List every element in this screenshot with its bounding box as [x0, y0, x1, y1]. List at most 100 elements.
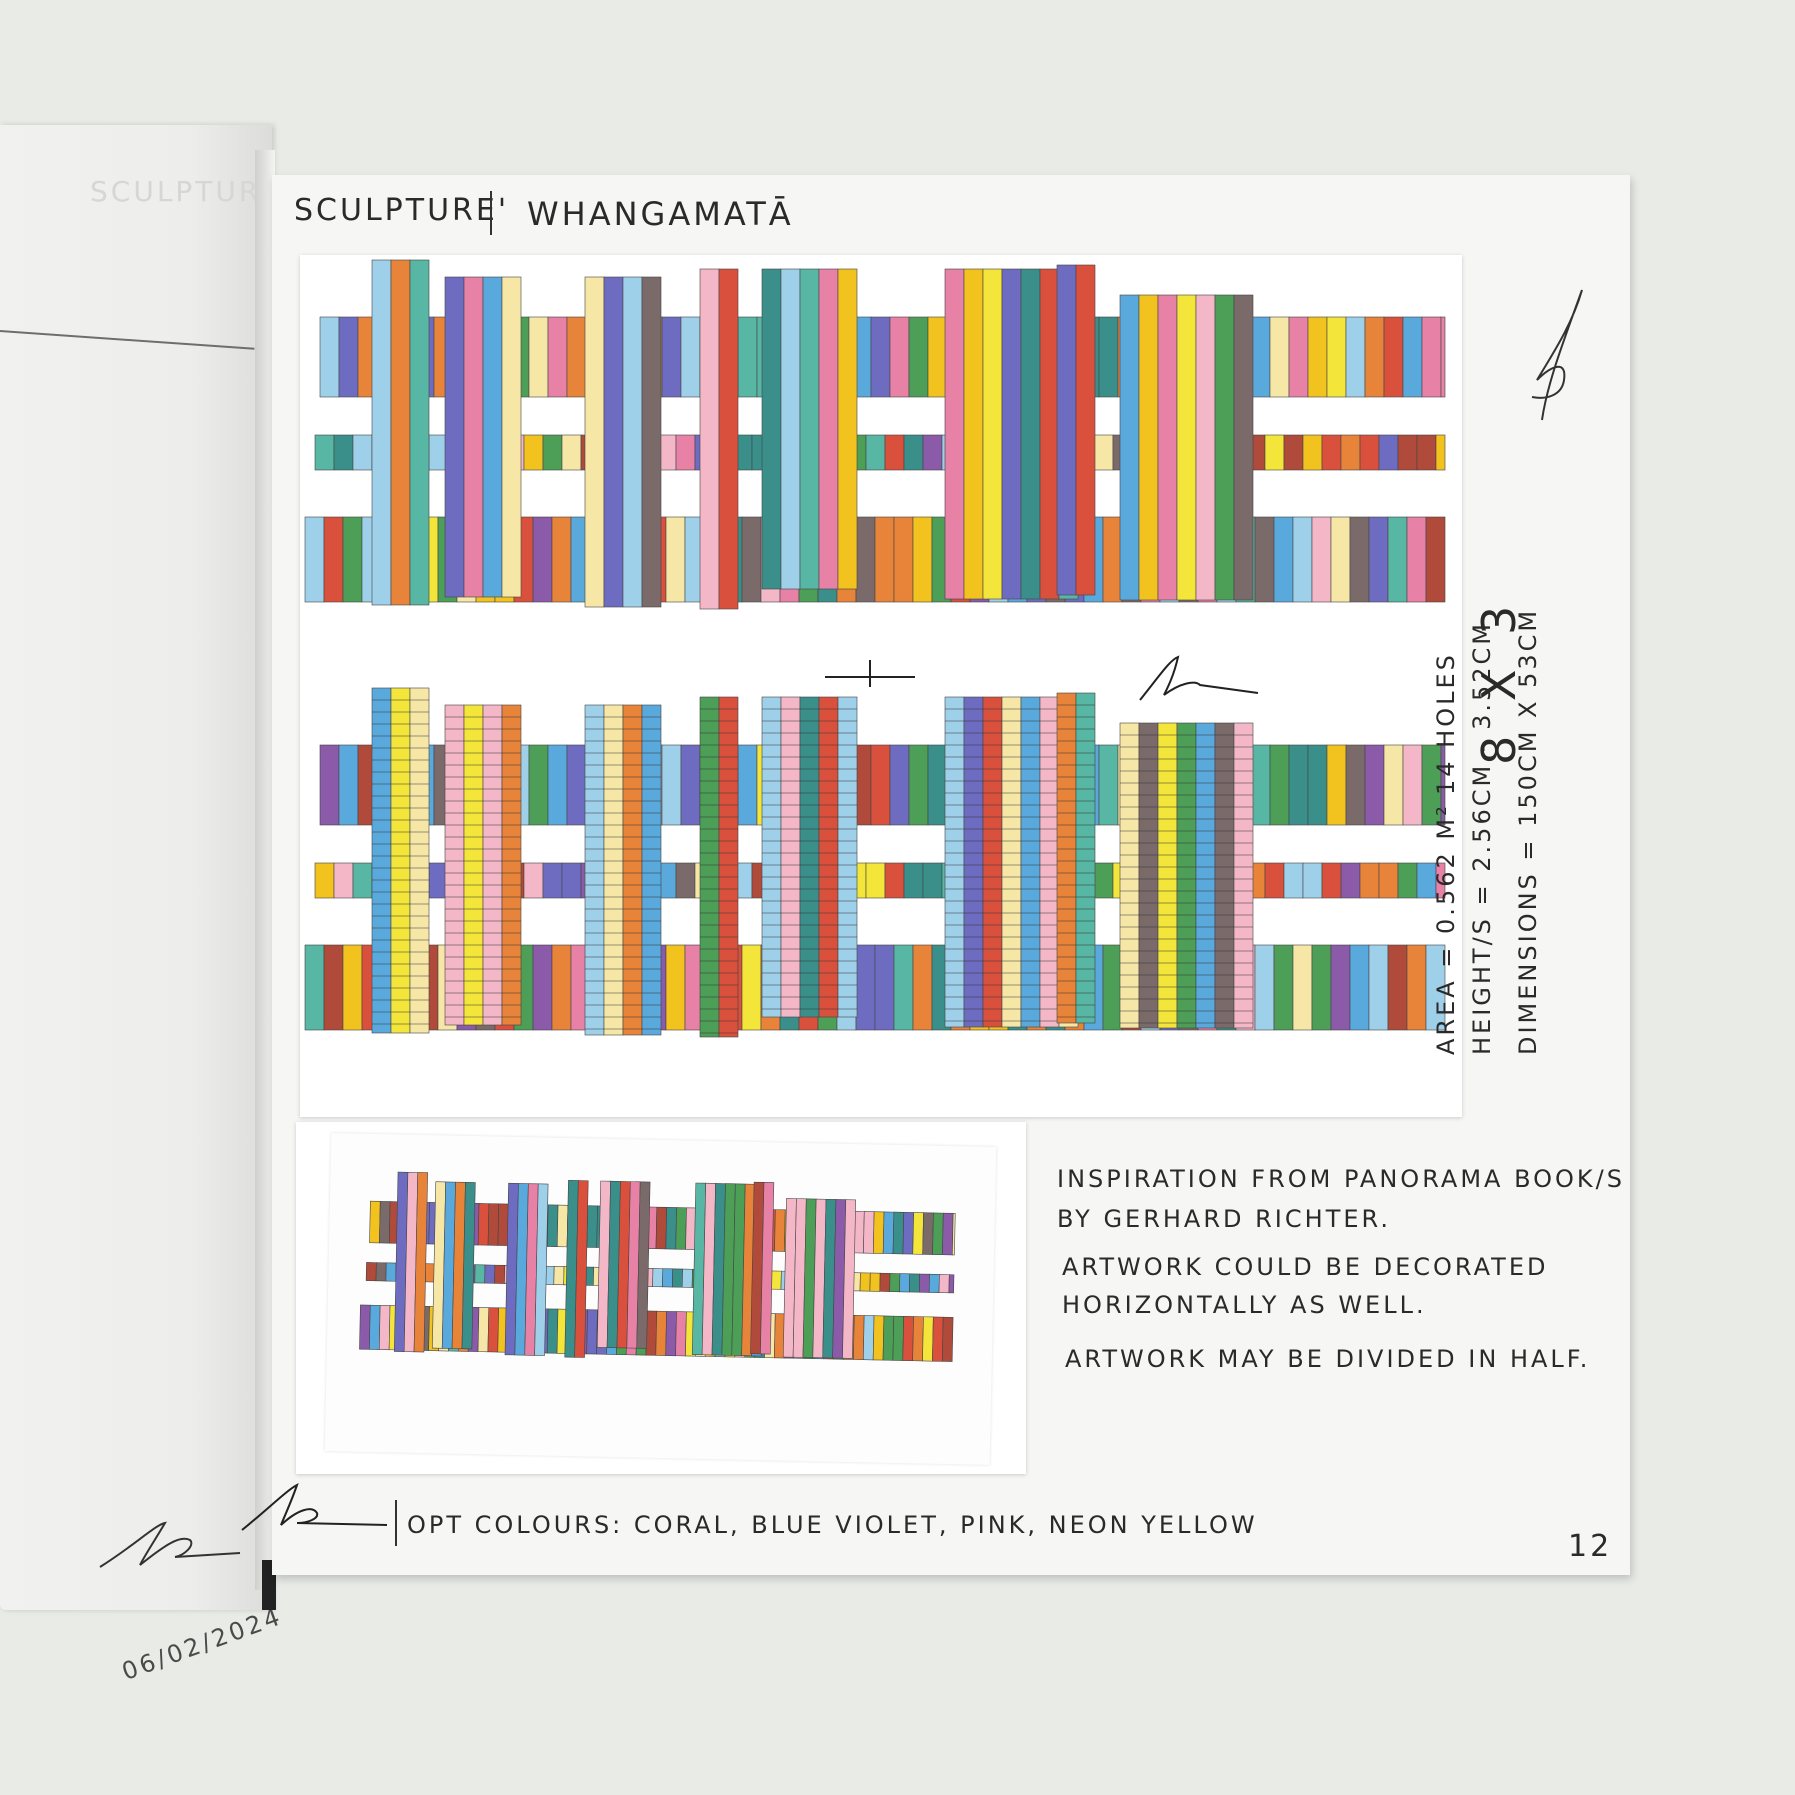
vertical-bar	[718, 268, 739, 610]
horizontal-band	[1102, 944, 1123, 1031]
horizontal-band	[547, 1204, 559, 1247]
horizontal-band	[662, 1268, 674, 1288]
dimensions-note: DIMENSIONS = 150CM X 53CM	[1514, 607, 1542, 1055]
horizontal-band	[1288, 744, 1309, 826]
vertical-bar	[390, 259, 411, 606]
horizontal-band	[1378, 434, 1399, 471]
vertical-bar	[982, 696, 1003, 1028]
horizontal-band	[652, 1268, 664, 1288]
vertical-bar	[818, 268, 839, 590]
horizontal-band	[884, 434, 905, 471]
vertical-bar	[760, 1182, 775, 1355]
vertical-bar	[390, 687, 411, 1034]
horizontal-band	[484, 1264, 496, 1284]
vertical-bar	[636, 1181, 651, 1349]
signature-left-icon	[99, 1521, 241, 1568]
horizontal-band	[1340, 862, 1361, 899]
vertical-bar	[534, 1183, 549, 1356]
horizontal-band	[737, 744, 758, 826]
horizontal-band	[908, 744, 929, 826]
horizontal-band	[523, 434, 544, 471]
horizontal-band	[1326, 316, 1347, 398]
page-title: WHANGAMATĀ	[527, 195, 794, 233]
horizontal-band	[542, 434, 563, 471]
horizontal-band	[865, 434, 886, 471]
horizontal-band	[1330, 944, 1351, 1031]
horizontal-band	[1383, 316, 1404, 398]
horizontal-band	[333, 434, 354, 471]
horizontal-band	[874, 516, 895, 603]
horizontal-band	[922, 1316, 934, 1362]
horizontal-band	[870, 316, 891, 398]
vertical-bar	[444, 276, 465, 598]
horizontal-band	[1349, 516, 1370, 603]
horizontal-band	[1425, 944, 1446, 1031]
horizontal-band	[338, 744, 359, 826]
horizontal-band	[942, 1212, 954, 1256]
vertical-bar	[1157, 722, 1178, 1029]
horizontal-band	[528, 744, 549, 826]
vertical-bar	[1075, 692, 1096, 1024]
note-line-5: ARTWORK MAY BE DIVIDED IN HALF.	[1065, 1345, 1591, 1373]
note-line-2: BY GERHARD RICHTER.	[1057, 1205, 1391, 1233]
horizontal-band	[874, 944, 895, 1031]
horizontal-band	[1093, 862, 1114, 899]
vertical-bar	[1001, 268, 1022, 600]
horizontal-band	[1269, 744, 1290, 826]
vertical-bar	[1157, 294, 1178, 601]
vertical-bar	[1075, 264, 1096, 596]
horizontal-band	[1283, 862, 1304, 899]
vertical-bar	[641, 704, 662, 1036]
horizontal-band	[1340, 434, 1361, 471]
horizontal-band	[342, 944, 363, 1031]
vertical-bar	[574, 1180, 589, 1358]
left-page-ghost-text: SCULPTURE	[90, 175, 283, 208]
horizontal-band	[542, 862, 563, 899]
vertical-bar	[622, 276, 643, 608]
horizontal-band	[323, 944, 344, 1031]
horizontal-band	[342, 516, 363, 603]
horizontal-band	[870, 744, 891, 826]
horizontal-band	[872, 1211, 885, 1254]
horizontal-band	[889, 1273, 901, 1293]
horizontal-band	[737, 316, 758, 398]
vertical-bar	[1039, 696, 1060, 1028]
vertical-bar	[1233, 294, 1254, 601]
horizontal-band	[675, 434, 696, 471]
horizontal-band	[1321, 862, 1342, 899]
horizontal-band	[1307, 316, 1328, 398]
book-binding	[255, 150, 275, 1590]
vertical-bar	[1176, 722, 1197, 1029]
horizontal-band	[319, 316, 340, 398]
vertical-bar	[1195, 294, 1216, 601]
horizontal-band	[314, 434, 335, 471]
horizontal-band	[902, 1316, 914, 1362]
horizontal-band	[869, 1272, 881, 1292]
horizontal-band	[1250, 744, 1271, 826]
horizontal-band	[665, 1207, 677, 1250]
horizontal-band	[1416, 434, 1437, 471]
horizontal-band	[1326, 744, 1347, 826]
vertical-bar	[837, 268, 858, 590]
horizontal-band	[862, 1315, 875, 1361]
horizontal-band	[912, 516, 933, 603]
horizontal-band	[1102, 516, 1123, 603]
small-design-printout	[296, 1122, 1026, 1474]
small-design-inner	[324, 1133, 997, 1465]
horizontal-band	[927, 744, 948, 826]
horizontal-band	[1269, 316, 1290, 398]
horizontal-band	[547, 744, 568, 826]
horizontal-band	[922, 434, 943, 471]
horizontal-band	[546, 1308, 559, 1354]
horizontal-band	[908, 316, 929, 398]
horizontal-band	[928, 1273, 940, 1293]
horizontal-band	[893, 944, 914, 1031]
horizontal-band	[892, 1315, 904, 1361]
horizontal-band	[859, 1272, 871, 1292]
horizontal-band	[675, 1207, 687, 1250]
horizontal-band	[872, 1315, 885, 1361]
horizontal-band	[365, 1262, 377, 1282]
vertical-bar	[1020, 696, 1041, 1028]
horizontal-band	[903, 862, 924, 899]
horizontal-band	[882, 1211, 895, 1255]
